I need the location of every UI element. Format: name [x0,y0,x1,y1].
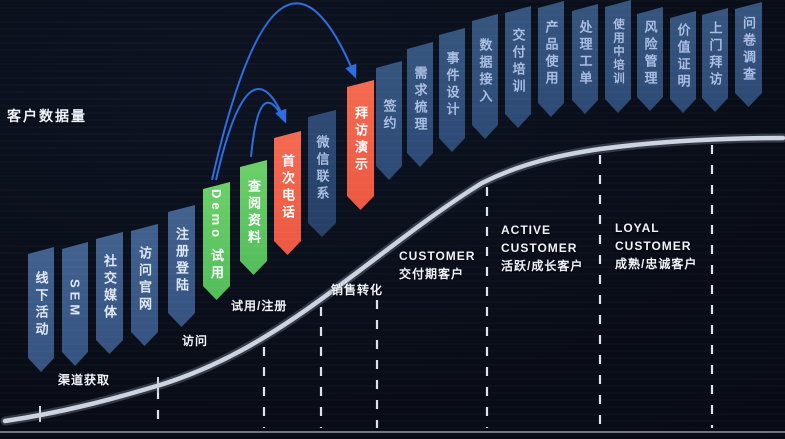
banner-label: 交付培训 [510,28,526,96]
stage-label-channel-acquisition: 渠道获取 [58,371,110,389]
banner-label: 问卷调查 [741,15,756,84]
stage-label-visit: 访问 [182,332,208,350]
stage-label-line: LOYAL [615,221,660,235]
stage-label-line: 成熟/忠诚客户 [615,257,698,271]
stage-label-loyal-customer: LOYAL CUSTOMER 成熟/忠诚客户 [615,219,697,273]
banner-label: 价值证明 [675,23,691,91]
banner-label: 注册登陆 [174,227,189,295]
banner-value-proof: 价值证明 [670,11,696,113]
banner-label: 数据接入 [477,37,493,106]
banner-first-call: 首次电话 [274,131,301,255]
banner-label: 风险管理 [642,20,658,88]
banner-visit-demo: 拜访演示 [347,80,374,210]
banner-label: 产品使用 [543,20,559,88]
banner-label: 使用中培训 [612,17,624,86]
stage-label-line: 活跃/成长客户 [501,259,584,273]
banner-visit-website: 访问官网 [131,224,158,346]
banner-inuse-training: 使用中培训 [605,0,631,113]
banner-social-media: 社交媒体 [96,232,123,354]
banner-register-login: 注册登陆 [168,205,195,327]
banner-risk-management: 风险管理 [637,7,663,111]
stage-label-line: ACTIVE [501,223,552,237]
banner-label: Demo 试用 [209,189,224,283]
banner-label: 事件设计 [444,51,460,119]
banner-onsite-visit: 上门拜访 [702,8,728,112]
y-axis-label: 客户数据量 [7,108,87,124]
banner-review-materials: 查阅资料 [240,160,267,275]
banner-label: 拜访演示 [353,106,368,174]
banner-data-integration: 数据接入 [472,14,498,139]
banner-product-usage: 产品使用 [538,1,564,117]
stage-label-line: 渠道获取 [58,373,111,387]
banner-label: 查阅资料 [246,178,261,247]
banner-label: 签约 [381,98,397,133]
banner-label: 首次电话 [280,154,295,222]
banner-label: 社交媒体 [102,254,117,322]
banner-label: 微信联系 [314,134,330,203]
banner-label: 上门拜访 [707,21,723,89]
banner-requirement-sorting: 需求梳理 [407,42,433,167]
banner-sign-contract: 签约 [376,61,402,180]
stage-label-line: 访问 [182,334,209,348]
stage-label-line: CUSTOMER [501,241,578,255]
banner-label: 处理工单 [577,20,593,88]
banner-label: 访问官网 [137,246,152,314]
stage-label-line: CUSTOMER [615,239,692,253]
banner-label: SEM [67,278,83,320]
banner-offline-activity: 线下活动 [28,247,54,372]
stage-label-line: 交付期客户 [399,267,465,281]
stage-label-active-customer: ACTIVE CUSTOMER 活跃/成长客户 [501,221,583,275]
stage-label-line: 销售转化 [331,283,384,297]
banner-delivery-training: 交付培训 [505,6,531,128]
stage-label-trial-register: 试用/注册 [231,297,287,315]
stage-label-customer-delivery: CUSTOMER 交付期客户 [399,247,475,283]
banner-ticket-handling: 处理工单 [572,4,598,114]
stage-label-line: 试用/注册 [231,299,288,313]
banner-label: 线下活动 [33,270,49,339]
banner-label: 需求梳理 [412,65,428,134]
stage-label-sales-conversion: 销售转化 [331,281,383,299]
stage-label-line: CUSTOMER [399,249,476,263]
banner-sem: SEM [62,242,88,366]
banner-event-design: 事件设计 [439,28,465,152]
banner-demo-trial: Demo 试用 [203,182,230,300]
banner-wechat-contact: 微信联系 [308,110,336,237]
banner-survey: 问卷调查 [735,2,762,107]
